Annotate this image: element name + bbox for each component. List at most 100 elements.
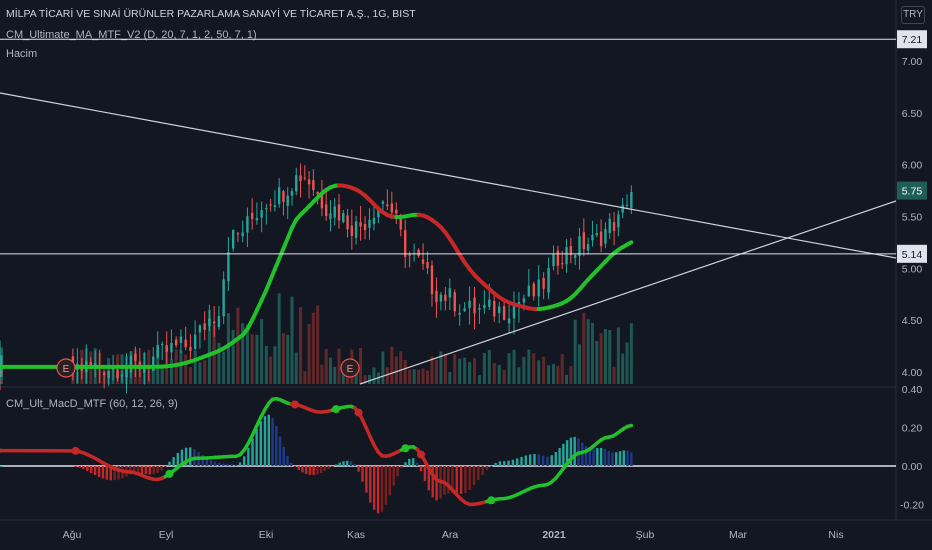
candle-body (359, 222, 362, 227)
macd-cross-dot (290, 400, 299, 409)
macd-histogram-bar (485, 466, 489, 471)
time-tick-label: Nis (828, 529, 843, 541)
volume-bar (333, 366, 337, 384)
macd-histogram-bar (464, 466, 467, 493)
macd-histogram-bar (86, 466, 89, 471)
volume-bar (363, 375, 367, 384)
macd-histogram-bar (541, 455, 545, 466)
volume-label[interactable]: Hacim (6, 48, 38, 60)
candle-body (337, 204, 341, 221)
macd-histogram-bar (105, 466, 109, 480)
candle-body (488, 299, 491, 307)
macd-histogram-bar (443, 466, 446, 495)
macd-cross-dot (332, 405, 341, 414)
macd-histogram-bar (312, 466, 315, 476)
candle-body (324, 204, 328, 216)
macd-histogram-bar (282, 446, 285, 466)
macd-histogram-bar (209, 460, 213, 466)
volume-bar (381, 351, 385, 384)
candle-body (591, 234, 594, 241)
macd-histogram-bar (618, 451, 622, 466)
candle-body (617, 214, 620, 228)
macd-histogram-bar (290, 462, 293, 466)
macd-histogram-bar (338, 462, 341, 466)
macd-histogram-bar (503, 461, 506, 466)
volume-bar (303, 371, 307, 384)
price-tick-label: 7.21 (902, 34, 923, 46)
macd-histogram-bar (404, 462, 407, 466)
volume-bar (408, 369, 412, 384)
candle-body (444, 294, 447, 301)
volume-bar (390, 346, 394, 384)
volume-bar (569, 365, 573, 384)
earnings-marker: E (56, 358, 76, 378)
candle-body (134, 353, 137, 361)
volume-bar (453, 354, 457, 384)
volume-bar (245, 324, 249, 384)
volume-bar (399, 351, 403, 384)
macd-histogram-bar (353, 464, 356, 466)
candle-body (217, 316, 221, 328)
candle-body (537, 279, 540, 297)
volume-bar (608, 330, 612, 384)
macd-histogram-bar (278, 436, 282, 466)
macd-histogram-bar (297, 466, 300, 470)
candle-body (193, 334, 197, 349)
macd-histogram-bar (369, 466, 372, 503)
candle-body (497, 306, 501, 314)
volume-bar (502, 370, 506, 384)
volume-bar (629, 323, 633, 384)
currency-button[interactable]: TRY (901, 6, 925, 24)
candle-body (507, 318, 511, 324)
candle-body (372, 217, 376, 224)
volume-bar (269, 356, 273, 384)
candle-body (621, 204, 624, 213)
candle-body (569, 245, 573, 256)
macd-cross-dot (417, 450, 426, 459)
macd-histogram-bar (581, 442, 584, 466)
macd-cross-dot (71, 446, 80, 455)
macd-histogram-bar (573, 436, 576, 466)
ma-indicator-label[interactable]: CM_Ultimate_MA_MTF_V2 (D, 20, 7, 1, 2, 5… (6, 29, 257, 41)
candle-body (299, 175, 302, 182)
level-price-badge (897, 244, 927, 263)
volume-bar (463, 357, 467, 384)
macd-histogram-bar (447, 466, 450, 494)
macd-indicator-label[interactable]: CM_Ult_MacD_MTF (60, 12, 26, 9) (6, 398, 178, 410)
volume-bar (193, 350, 197, 384)
macd-histogram-bar (319, 466, 323, 474)
candle-body (273, 205, 277, 208)
macd-histogram-bar (304, 466, 308, 475)
candle-body (179, 336, 183, 343)
ascending-trendline (359, 200, 897, 385)
macd-histogram-bar (408, 458, 411, 466)
candle-body (286, 195, 289, 206)
macd-histogram-bar (160, 466, 163, 471)
volume-bar (590, 322, 594, 384)
volume-bar (477, 375, 481, 384)
macd-line-segment (625, 423, 634, 429)
candle-body (395, 209, 398, 214)
candle-body (612, 222, 616, 231)
volume-bar (236, 307, 240, 384)
candle-body (463, 308, 466, 312)
macd-histogram-bar (90, 466, 93, 474)
candle-body (116, 369, 119, 379)
macd-tick-label: 0.20 (902, 423, 923, 435)
volume-bar (434, 359, 438, 384)
macd-histogram-bar (148, 466, 151, 475)
candle-body (403, 230, 407, 257)
macd-cross-dot (487, 496, 496, 505)
candle-body (236, 233, 240, 235)
macd-histogram-bar (271, 417, 274, 466)
volume-bar (359, 348, 363, 384)
macd-histogram-bar (490, 465, 493, 467)
candle-body (129, 355, 133, 373)
candle-body (552, 253, 555, 267)
candle-body (295, 175, 298, 192)
earnings-marker: E (340, 358, 360, 378)
macd-histogram-bar (584, 446, 588, 466)
volume-bar (443, 353, 447, 384)
candle-body (630, 191, 633, 208)
